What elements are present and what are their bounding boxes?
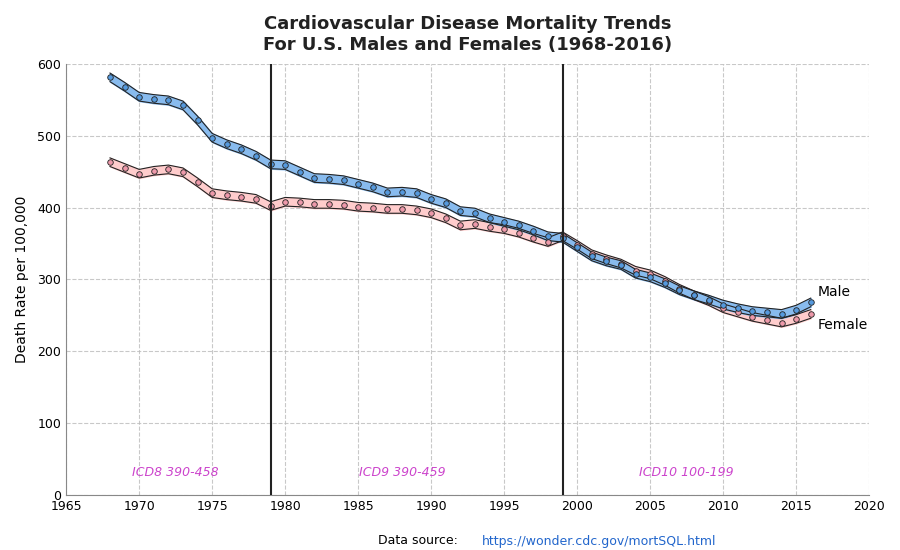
Text: Data source:: Data source: bbox=[378, 535, 462, 547]
Text: ICD8 390-458: ICD8 390-458 bbox=[132, 466, 219, 479]
Text: ICD10 100-199: ICD10 100-199 bbox=[639, 466, 734, 479]
Text: Female: Female bbox=[818, 317, 868, 332]
Text: https://wonder.cdc.gov/mortSQL.html: https://wonder.cdc.gov/mortSQL.html bbox=[482, 535, 716, 547]
Y-axis label: Death Rate per 100,000: Death Rate per 100,000 bbox=[15, 196, 29, 363]
Title: Cardiovascular Disease Mortality Trends
For U.S. Males and Females (1968-2016): Cardiovascular Disease Mortality Trends … bbox=[263, 15, 672, 54]
Text: Male: Male bbox=[818, 285, 851, 299]
Text: ICD9 390-459: ICD9 390-459 bbox=[359, 466, 446, 479]
